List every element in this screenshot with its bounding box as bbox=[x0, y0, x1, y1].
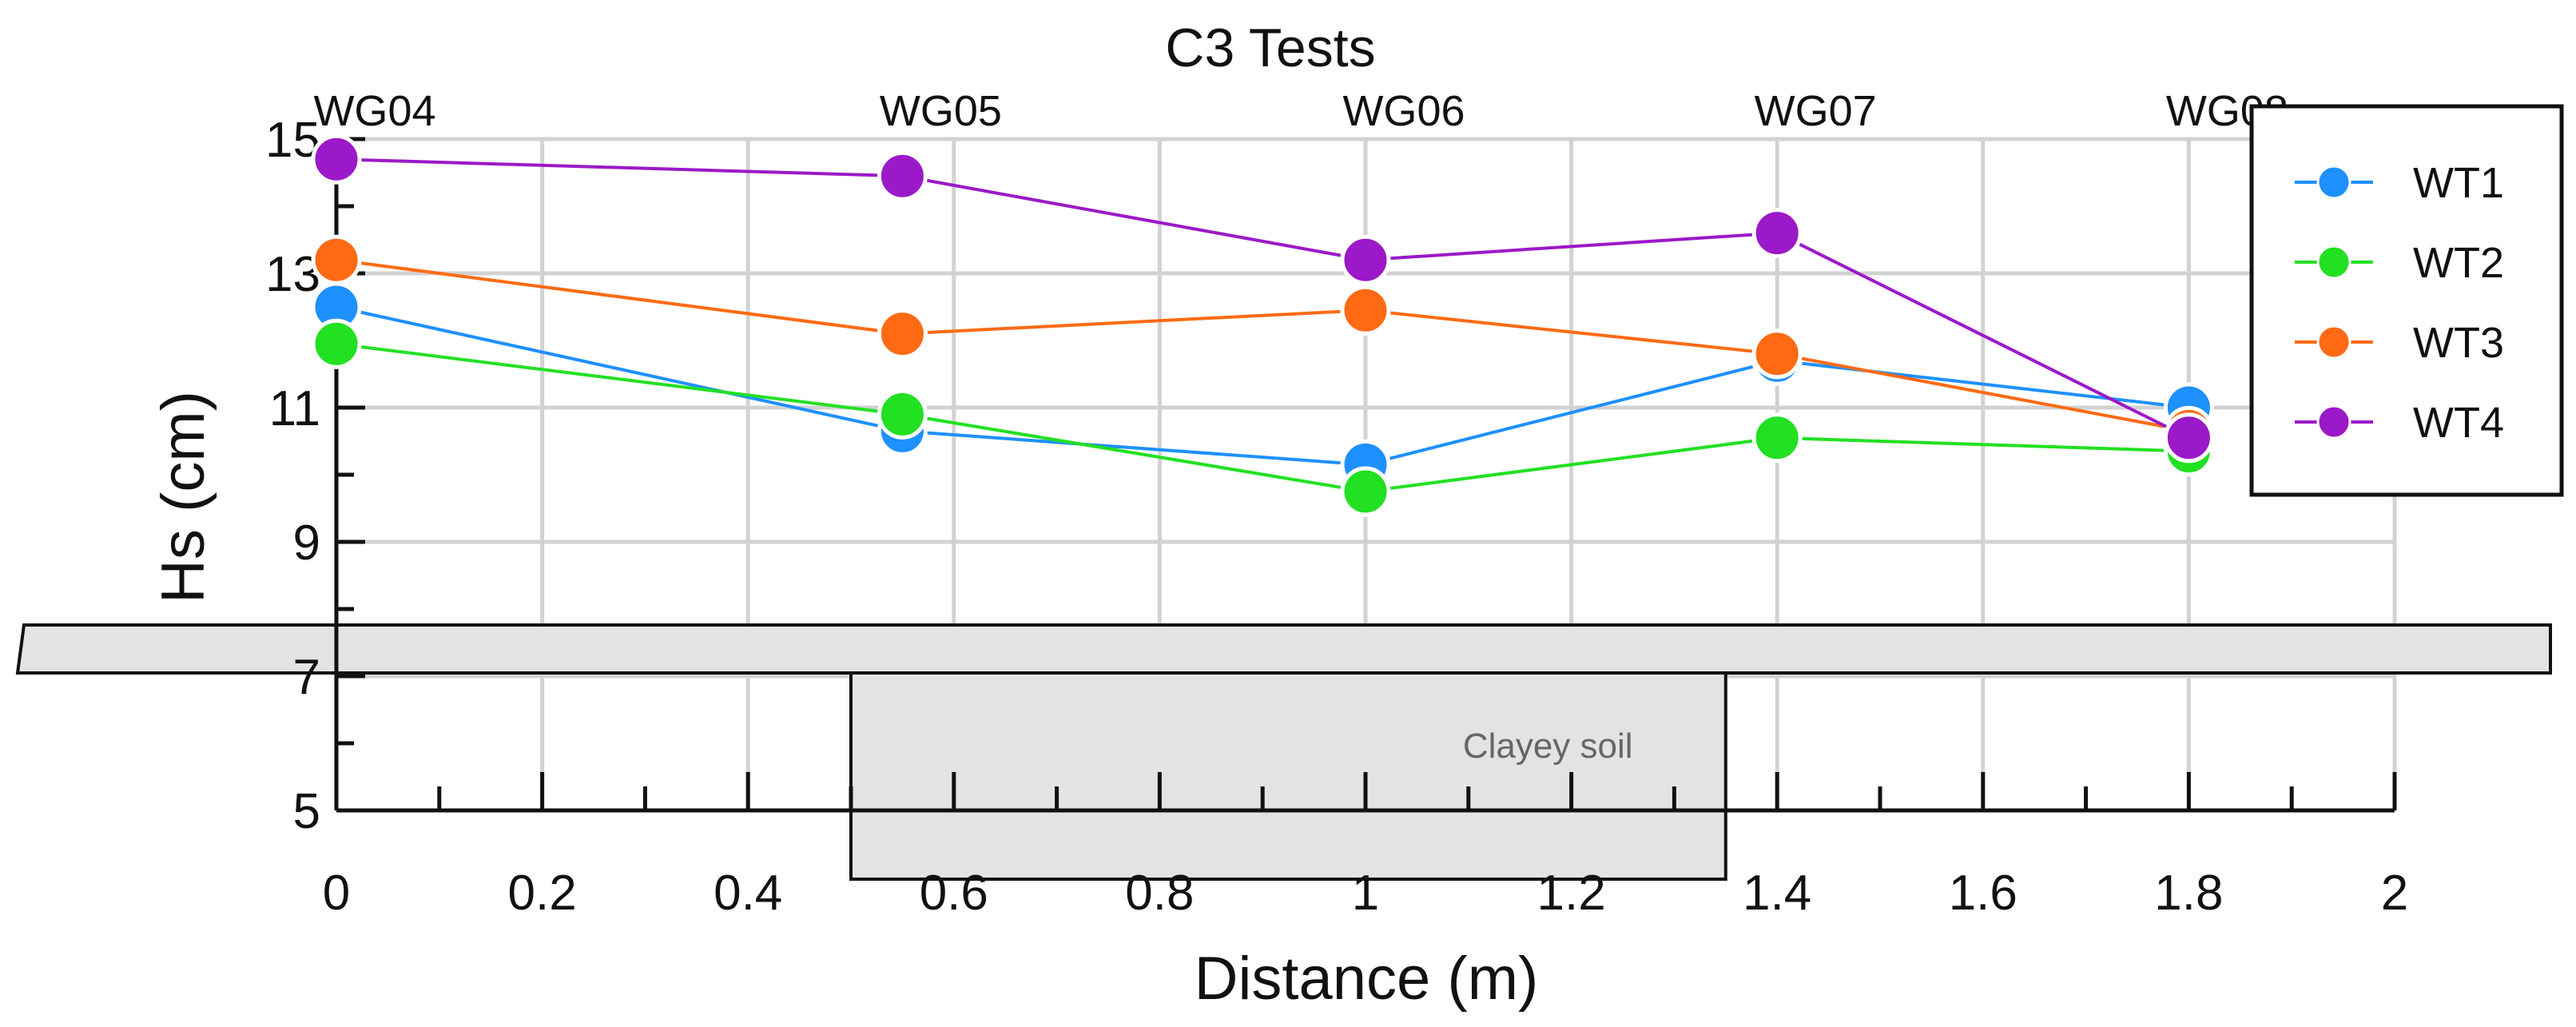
clayey-soil-zone bbox=[849, 671, 1727, 881]
data-point-wt4 bbox=[311, 133, 362, 185]
data-point-wt3 bbox=[1340, 285, 1391, 336]
data-point-wt4 bbox=[877, 150, 928, 201]
x-tick-label: 2 bbox=[2381, 866, 2408, 921]
x-tick-label: 1.6 bbox=[1949, 866, 2017, 921]
gauge-label: WG06 bbox=[1342, 87, 1465, 135]
legend-label-wt2: WT2 bbox=[2413, 239, 2504, 287]
x-tick-label: 0.8 bbox=[1125, 866, 1194, 921]
y-tick-label: 7 bbox=[293, 650, 320, 705]
x-tick-label: 1 bbox=[1352, 866, 1379, 921]
gauge-label: WG04 bbox=[313, 87, 435, 135]
data-point-wt3 bbox=[877, 308, 928, 360]
soil-label: Clayey soil bbox=[1463, 726, 1633, 766]
legend-marker-wt3 bbox=[2316, 324, 2351, 360]
data-point-wt2 bbox=[1751, 412, 1803, 464]
x-tick-label: 0.4 bbox=[714, 866, 782, 921]
legend-marker-wt2 bbox=[2316, 245, 2351, 280]
chart-title: C3 Tests bbox=[1165, 18, 1375, 78]
x-tick-label: 0.2 bbox=[507, 866, 576, 921]
legend-label-wt4: WT4 bbox=[2413, 399, 2504, 447]
x-tick-label: 1.4 bbox=[1743, 866, 1811, 921]
y-tick-label: 9 bbox=[293, 515, 320, 571]
x-tick-label: 0 bbox=[323, 866, 350, 921]
data-point-wt4 bbox=[1340, 234, 1391, 285]
legend-box bbox=[2249, 104, 2564, 497]
gauge-label: WG05 bbox=[880, 87, 1002, 135]
x-tick-label: 0.6 bbox=[920, 866, 988, 921]
y-tick-label: 11 bbox=[269, 381, 320, 436]
legend-marker-wt4 bbox=[2316, 404, 2351, 440]
legend-marker-wt1 bbox=[2316, 165, 2351, 200]
legend-label-wt3: WT3 bbox=[2413, 319, 2504, 367]
gauge-labels: WG04 WG05 WG06 WG07 WG08 bbox=[313, 87, 2288, 135]
tick-labels: 0 0.2 0.4 0.6 0.8 1 1.2 1.4 1.6 1.8 2 5 7 9 11 13 15 bbox=[265, 113, 2408, 921]
data-point-wt2 bbox=[877, 388, 928, 440]
x-tick-label: 1.8 bbox=[2154, 866, 2223, 921]
data-point-wt3 bbox=[1751, 328, 1803, 380]
y-tick-label: 15 bbox=[265, 113, 320, 168]
gauge-label: WG07 bbox=[1755, 87, 1877, 135]
data-point-wt2 bbox=[1340, 466, 1391, 517]
legend-label-wt1: WT1 bbox=[2413, 159, 2504, 207]
y-axis-title: Hs (cm) bbox=[149, 391, 217, 603]
series-line-wt2 bbox=[336, 342, 2189, 494]
x-axis-title: Distance (m) bbox=[1195, 945, 1539, 1013]
series-line-wt3 bbox=[336, 258, 2189, 433]
y-tick-label: 5 bbox=[293, 784, 320, 839]
seabed-structure bbox=[15, 623, 2552, 881]
series-line-wt4 bbox=[336, 157, 2190, 440]
series-group bbox=[311, 133, 2214, 517]
y-tick-label: 13 bbox=[265, 247, 320, 302]
legend: WT1 WT2 WT3 WT4 bbox=[2249, 104, 2564, 497]
data-point-wt2 bbox=[311, 318, 362, 369]
data-point-wt4 bbox=[1751, 208, 1803, 259]
data-point-wt4 bbox=[2163, 412, 2214, 464]
x-tick-label: 1.2 bbox=[1536, 866, 1605, 921]
flume-bar bbox=[15, 623, 2552, 675]
data-point-wt3 bbox=[311, 234, 362, 285]
